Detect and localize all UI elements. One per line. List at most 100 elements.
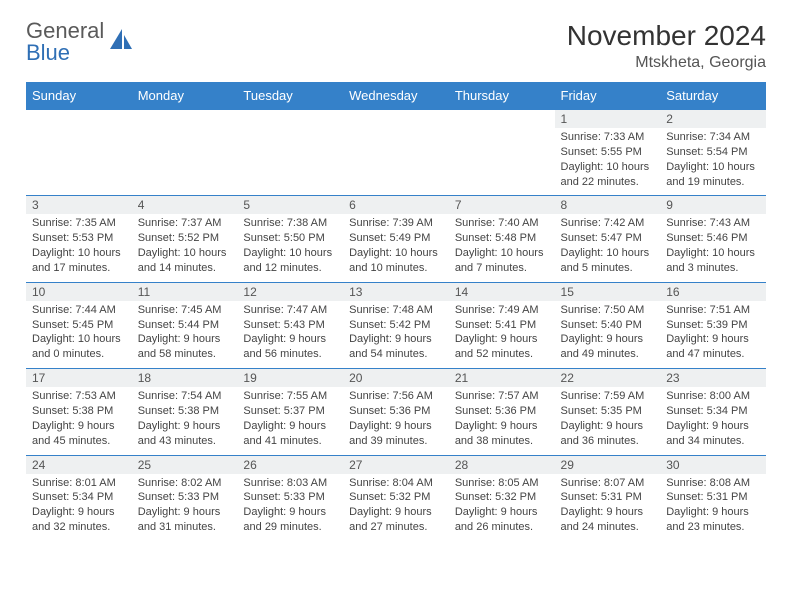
sunrise-text: Sunrise: 7:56 AM (349, 389, 443, 404)
day-number-cell: 30 (660, 455, 766, 474)
day-content-cell (449, 128, 555, 196)
day-content-cell: Sunrise: 7:57 AMSunset: 5:36 PMDaylight:… (449, 387, 555, 455)
sunrise-text: Sunrise: 7:49 AM (455, 303, 549, 318)
daylight-text: Daylight: 9 hours and 58 minutes. (138, 332, 232, 362)
weekday-header: Wednesday (343, 82, 449, 110)
sunrise-text: Sunrise: 7:59 AM (561, 389, 655, 404)
day-number-cell: 29 (555, 455, 661, 474)
day-content-cell (132, 128, 238, 196)
day-content-cell: Sunrise: 7:40 AMSunset: 5:48 PMDaylight:… (449, 214, 555, 282)
daylight-text: Daylight: 9 hours and 31 minutes. (138, 505, 232, 535)
day-content-cell: Sunrise: 7:53 AMSunset: 5:38 PMDaylight:… (26, 387, 132, 455)
day-content-cell: Sunrise: 8:07 AMSunset: 5:31 PMDaylight:… (555, 474, 661, 541)
logo-word2: Blue (26, 40, 70, 65)
sunset-text: Sunset: 5:41 PM (455, 318, 549, 333)
day-content-cell (343, 128, 449, 196)
sail-icon (108, 27, 134, 58)
day-number-cell: 26 (237, 455, 343, 474)
day-number-cell (26, 110, 132, 129)
day-number-cell: 23 (660, 369, 766, 388)
day-content-cell: Sunrise: 7:34 AMSunset: 5:54 PMDaylight:… (660, 128, 766, 196)
day-number-cell: 18 (132, 369, 238, 388)
daylight-text: Daylight: 9 hours and 45 minutes. (32, 419, 126, 449)
sunset-text: Sunset: 5:34 PM (666, 404, 760, 419)
day-content-cell (237, 128, 343, 196)
daylight-text: Daylight: 9 hours and 41 minutes. (243, 419, 337, 449)
daylight-text: Daylight: 10 hours and 17 minutes. (32, 246, 126, 276)
day-content-row: Sunrise: 7:44 AMSunset: 5:45 PMDaylight:… (26, 301, 766, 369)
day-number-cell: 2 (660, 110, 766, 129)
daylight-text: Daylight: 10 hours and 10 minutes. (349, 246, 443, 276)
day-content-cell (26, 128, 132, 196)
daylight-text: Daylight: 9 hours and 38 minutes. (455, 419, 549, 449)
sunrise-text: Sunrise: 8:08 AM (666, 476, 760, 491)
sunrise-text: Sunrise: 7:38 AM (243, 216, 337, 231)
sunrise-text: Sunrise: 7:43 AM (666, 216, 760, 231)
daylight-text: Daylight: 9 hours and 34 minutes. (666, 419, 760, 449)
day-number-cell (343, 110, 449, 129)
calendar-table: SundayMondayTuesdayWednesdayThursdayFrid… (26, 82, 766, 541)
sunset-text: Sunset: 5:31 PM (561, 490, 655, 505)
day-number-cell: 14 (449, 282, 555, 301)
day-content-row: Sunrise: 7:53 AMSunset: 5:38 PMDaylight:… (26, 387, 766, 455)
sunset-text: Sunset: 5:33 PM (138, 490, 232, 505)
day-content-cell: Sunrise: 7:51 AMSunset: 5:39 PMDaylight:… (660, 301, 766, 369)
daynum-row: 12 (26, 110, 766, 129)
day-number-cell: 20 (343, 369, 449, 388)
day-content-cell: Sunrise: 7:35 AMSunset: 5:53 PMDaylight:… (26, 214, 132, 282)
sunset-text: Sunset: 5:47 PM (561, 231, 655, 246)
weekday-header: Sunday (26, 82, 132, 110)
day-content-cell: Sunrise: 7:38 AMSunset: 5:50 PMDaylight:… (237, 214, 343, 282)
day-content-cell: Sunrise: 7:50 AMSunset: 5:40 PMDaylight:… (555, 301, 661, 369)
daylight-text: Daylight: 10 hours and 3 minutes. (666, 246, 760, 276)
sunrise-text: Sunrise: 7:51 AM (666, 303, 760, 318)
day-content-cell: Sunrise: 7:49 AMSunset: 5:41 PMDaylight:… (449, 301, 555, 369)
day-content-row: Sunrise: 8:01 AMSunset: 5:34 PMDaylight:… (26, 474, 766, 541)
weekday-header: Thursday (449, 82, 555, 110)
day-content-cell: Sunrise: 7:33 AMSunset: 5:55 PMDaylight:… (555, 128, 661, 196)
sunset-text: Sunset: 5:49 PM (349, 231, 443, 246)
day-number-cell: 28 (449, 455, 555, 474)
sunset-text: Sunset: 5:39 PM (666, 318, 760, 333)
day-number-cell: 7 (449, 196, 555, 215)
day-content-cell: Sunrise: 8:04 AMSunset: 5:32 PMDaylight:… (343, 474, 449, 541)
day-number-cell (237, 110, 343, 129)
day-number-cell: 19 (237, 369, 343, 388)
sunrise-text: Sunrise: 7:50 AM (561, 303, 655, 318)
sunset-text: Sunset: 5:36 PM (349, 404, 443, 419)
sunset-text: Sunset: 5:44 PM (138, 318, 232, 333)
sunset-text: Sunset: 5:52 PM (138, 231, 232, 246)
day-number-cell: 9 (660, 196, 766, 215)
sunrise-text: Sunrise: 8:03 AM (243, 476, 337, 491)
daylight-text: Daylight: 10 hours and 7 minutes. (455, 246, 549, 276)
sunset-text: Sunset: 5:32 PM (455, 490, 549, 505)
sunrise-text: Sunrise: 7:42 AM (561, 216, 655, 231)
day-number-cell (132, 110, 238, 129)
day-content-cell: Sunrise: 7:48 AMSunset: 5:42 PMDaylight:… (343, 301, 449, 369)
sunrise-text: Sunrise: 7:35 AM (32, 216, 126, 231)
sunrise-text: Sunrise: 7:39 AM (349, 216, 443, 231)
sunrise-text: Sunrise: 8:04 AM (349, 476, 443, 491)
day-number-cell: 16 (660, 282, 766, 301)
sunrise-text: Sunrise: 7:55 AM (243, 389, 337, 404)
sunset-text: Sunset: 5:43 PM (243, 318, 337, 333)
day-content-row: Sunrise: 7:35 AMSunset: 5:53 PMDaylight:… (26, 214, 766, 282)
daynum-row: 3456789 (26, 196, 766, 215)
daylight-text: Daylight: 9 hours and 43 minutes. (138, 419, 232, 449)
header: General Blue November 2024 Mtskheta, Geo… (26, 20, 766, 72)
day-content-row: Sunrise: 7:33 AMSunset: 5:55 PMDaylight:… (26, 128, 766, 196)
day-number-cell: 27 (343, 455, 449, 474)
daylight-text: Daylight: 10 hours and 12 minutes. (243, 246, 337, 276)
sunrise-text: Sunrise: 7:34 AM (666, 130, 760, 145)
weekday-header: Saturday (660, 82, 766, 110)
day-number-cell: 10 (26, 282, 132, 301)
sunrise-text: Sunrise: 8:00 AM (666, 389, 760, 404)
day-content-cell: Sunrise: 8:00 AMSunset: 5:34 PMDaylight:… (660, 387, 766, 455)
day-content-cell: Sunrise: 7:59 AMSunset: 5:35 PMDaylight:… (555, 387, 661, 455)
sunrise-text: Sunrise: 7:45 AM (138, 303, 232, 318)
sunset-text: Sunset: 5:45 PM (32, 318, 126, 333)
daynum-row: 17181920212223 (26, 369, 766, 388)
day-content-cell: Sunrise: 7:56 AMSunset: 5:36 PMDaylight:… (343, 387, 449, 455)
sunset-text: Sunset: 5:33 PM (243, 490, 337, 505)
sunrise-text: Sunrise: 8:01 AM (32, 476, 126, 491)
